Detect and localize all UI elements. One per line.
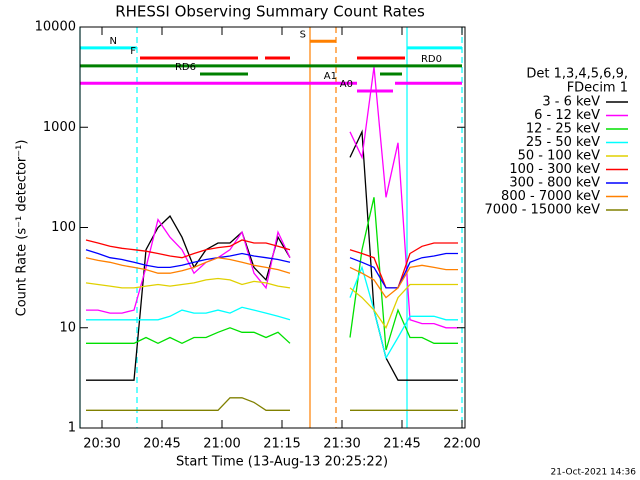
x-tick-label: 21:00 xyxy=(203,437,240,452)
legend-header: Det 1,3,4,5,6,9, xyxy=(526,67,628,82)
legend-label: 6 - 12 keV xyxy=(534,108,600,123)
timestamp: 21-Oct-2021 14:36 xyxy=(551,468,637,478)
flag-label: RD0 xyxy=(421,54,442,65)
legend-label: 50 - 100 keV xyxy=(518,149,601,164)
x-tick-label: 21:45 xyxy=(383,437,420,452)
chart-title: RHESSI Observing Summary Count Rates xyxy=(115,3,425,21)
flag-label: A0 xyxy=(340,79,353,90)
legend-label: 800 - 7000 keV xyxy=(501,189,600,204)
y-tick-label: 1000 xyxy=(43,120,76,135)
legend-label: 12 - 25 keV xyxy=(526,122,600,137)
y-axis-label: Count Rate (s⁻¹ detector⁻¹) xyxy=(15,140,30,317)
legend-label: 7000 - 15000 keV xyxy=(485,203,601,218)
series-line xyxy=(86,66,458,329)
x-tick-label: 22:00 xyxy=(443,437,480,452)
y-tick-label: 10000 xyxy=(35,20,76,35)
legend-header: FDecim 1 xyxy=(567,81,628,96)
y-tick-label: 10 xyxy=(59,320,76,335)
legend-label: 100 - 300 keV xyxy=(509,162,600,177)
y-tick-label: 1 xyxy=(68,421,76,436)
legend-label: 25 - 50 keV xyxy=(526,135,600,150)
x-tick-label: 21:15 xyxy=(263,437,300,452)
legend-label: 300 - 800 keV xyxy=(509,176,600,191)
x-tick-label: 20:45 xyxy=(143,437,180,452)
series-line xyxy=(85,257,458,299)
series-line xyxy=(85,239,458,289)
series-line xyxy=(85,249,458,289)
series-line xyxy=(85,277,458,330)
flag-label: S xyxy=(300,29,306,40)
flag-label: N xyxy=(110,36,117,47)
flag-label: RD6 xyxy=(175,62,196,73)
series-line xyxy=(86,397,458,411)
x-axis-label: Start Time (13-Aug-13 20:25:22) xyxy=(176,455,388,470)
flag-label: F xyxy=(130,46,136,57)
flag-label: A1 xyxy=(324,71,337,82)
x-tick-label: 21:30 xyxy=(323,437,360,452)
legend-label: 3 - 6 keV xyxy=(542,95,600,110)
series-line xyxy=(86,265,458,360)
x-tick-label: 20:30 xyxy=(83,437,120,452)
y-tick-label: 100 xyxy=(51,220,76,235)
series-line xyxy=(86,197,458,351)
